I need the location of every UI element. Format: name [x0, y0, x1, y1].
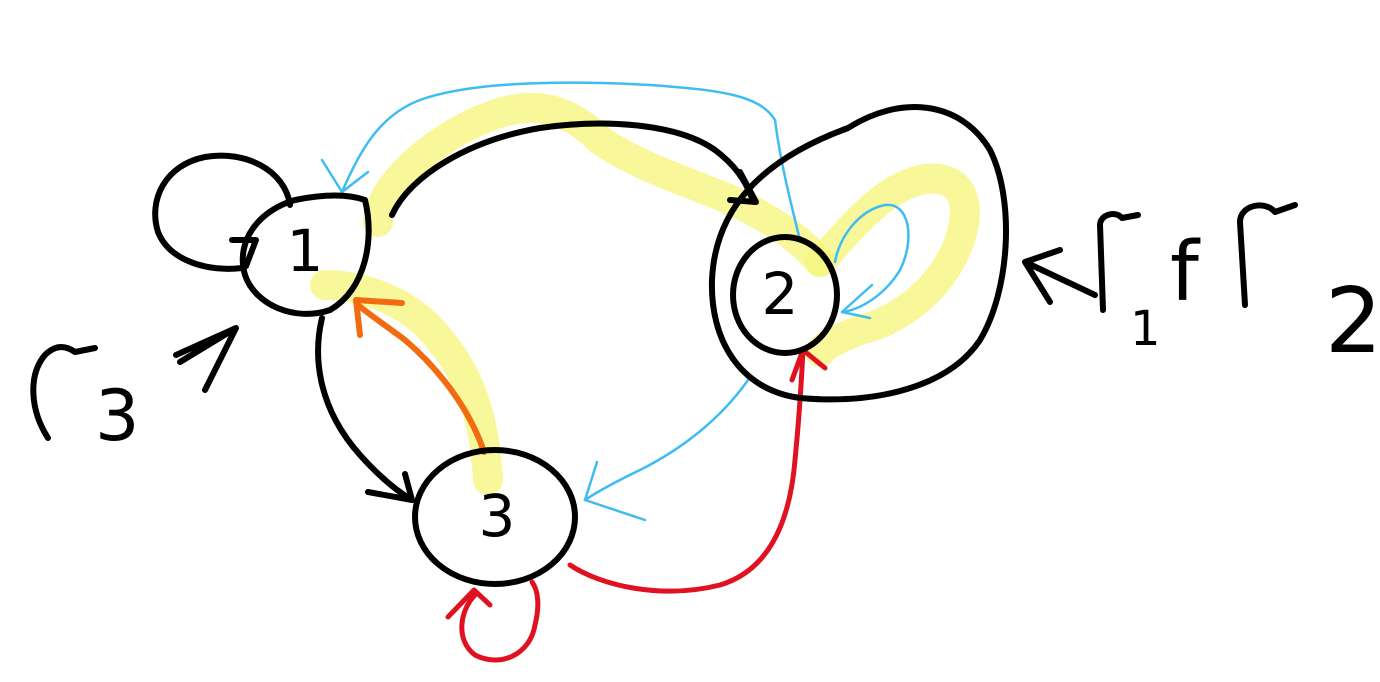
highlight-layer: [310, 92, 980, 495]
annotation-left: 3: [30, 325, 239, 457]
node-2-outer-circle: [708, 104, 1009, 403]
node-3-circle: [412, 447, 578, 587]
edge-2-to-1-arrowhead: [320, 158, 370, 194]
blue-edges: [320, 81, 910, 522]
edge-3-to-1-arrowhead: [353, 297, 405, 338]
node-1: 1: [239, 192, 372, 317]
highlight-3-to-1: [310, 270, 503, 495]
edge-2-self-loop: [833, 203, 910, 314]
node-3: 3: [412, 447, 578, 587]
node-2-inner-circle: [730, 234, 840, 356]
edge-1-self-loop-arrowhead: [229, 237, 259, 269]
edge-3-self-loop-arrowhead: [445, 587, 493, 620]
gamma-3-subscript: 3: [95, 375, 140, 457]
edge-2-self-loop-arrowhead: [840, 283, 874, 320]
highlight-2-loop: [805, 163, 980, 367]
node-1-circle: [239, 192, 372, 317]
orange-edges: [353, 297, 487, 455]
gamma-2-subscript: 2: [1325, 269, 1380, 374]
gamma-1-subscript: 1: [1130, 301, 1161, 357]
node-2-label: 2: [762, 260, 799, 328]
highlight-1-to-2: [363, 92, 835, 277]
node-3-label: 3: [479, 482, 516, 550]
annotation-right: 1 f 2: [1022, 202, 1380, 374]
right-arrow: [1022, 247, 1098, 305]
edge-1-to-3-arrowhead: [365, 471, 415, 503]
annotation-separator: f: [1170, 225, 1201, 320]
edge-2-to-1: [340, 81, 802, 242]
edge-3-to-1: [355, 302, 487, 455]
black-edges: [152, 120, 759, 503]
edge-2-to-3-arrowhead: [583, 460, 647, 522]
edge-1-to-3: [315, 315, 415, 503]
edge-3-self-loop: [459, 579, 541, 663]
gamma-2-symbol-stroke: [1237, 202, 1298, 308]
gamma-3-symbol-stroke: [30, 344, 98, 441]
node-1-label: 1: [287, 217, 324, 285]
edge-1-to-2: [389, 120, 755, 218]
edge-1-self-loop: [152, 152, 293, 272]
gamma-1-symbol-stroke: [1097, 211, 1141, 313]
edge-2-to-3: [583, 378, 750, 502]
gamma-3-arrow: [173, 325, 239, 393]
node-2: 2: [708, 104, 1009, 403]
